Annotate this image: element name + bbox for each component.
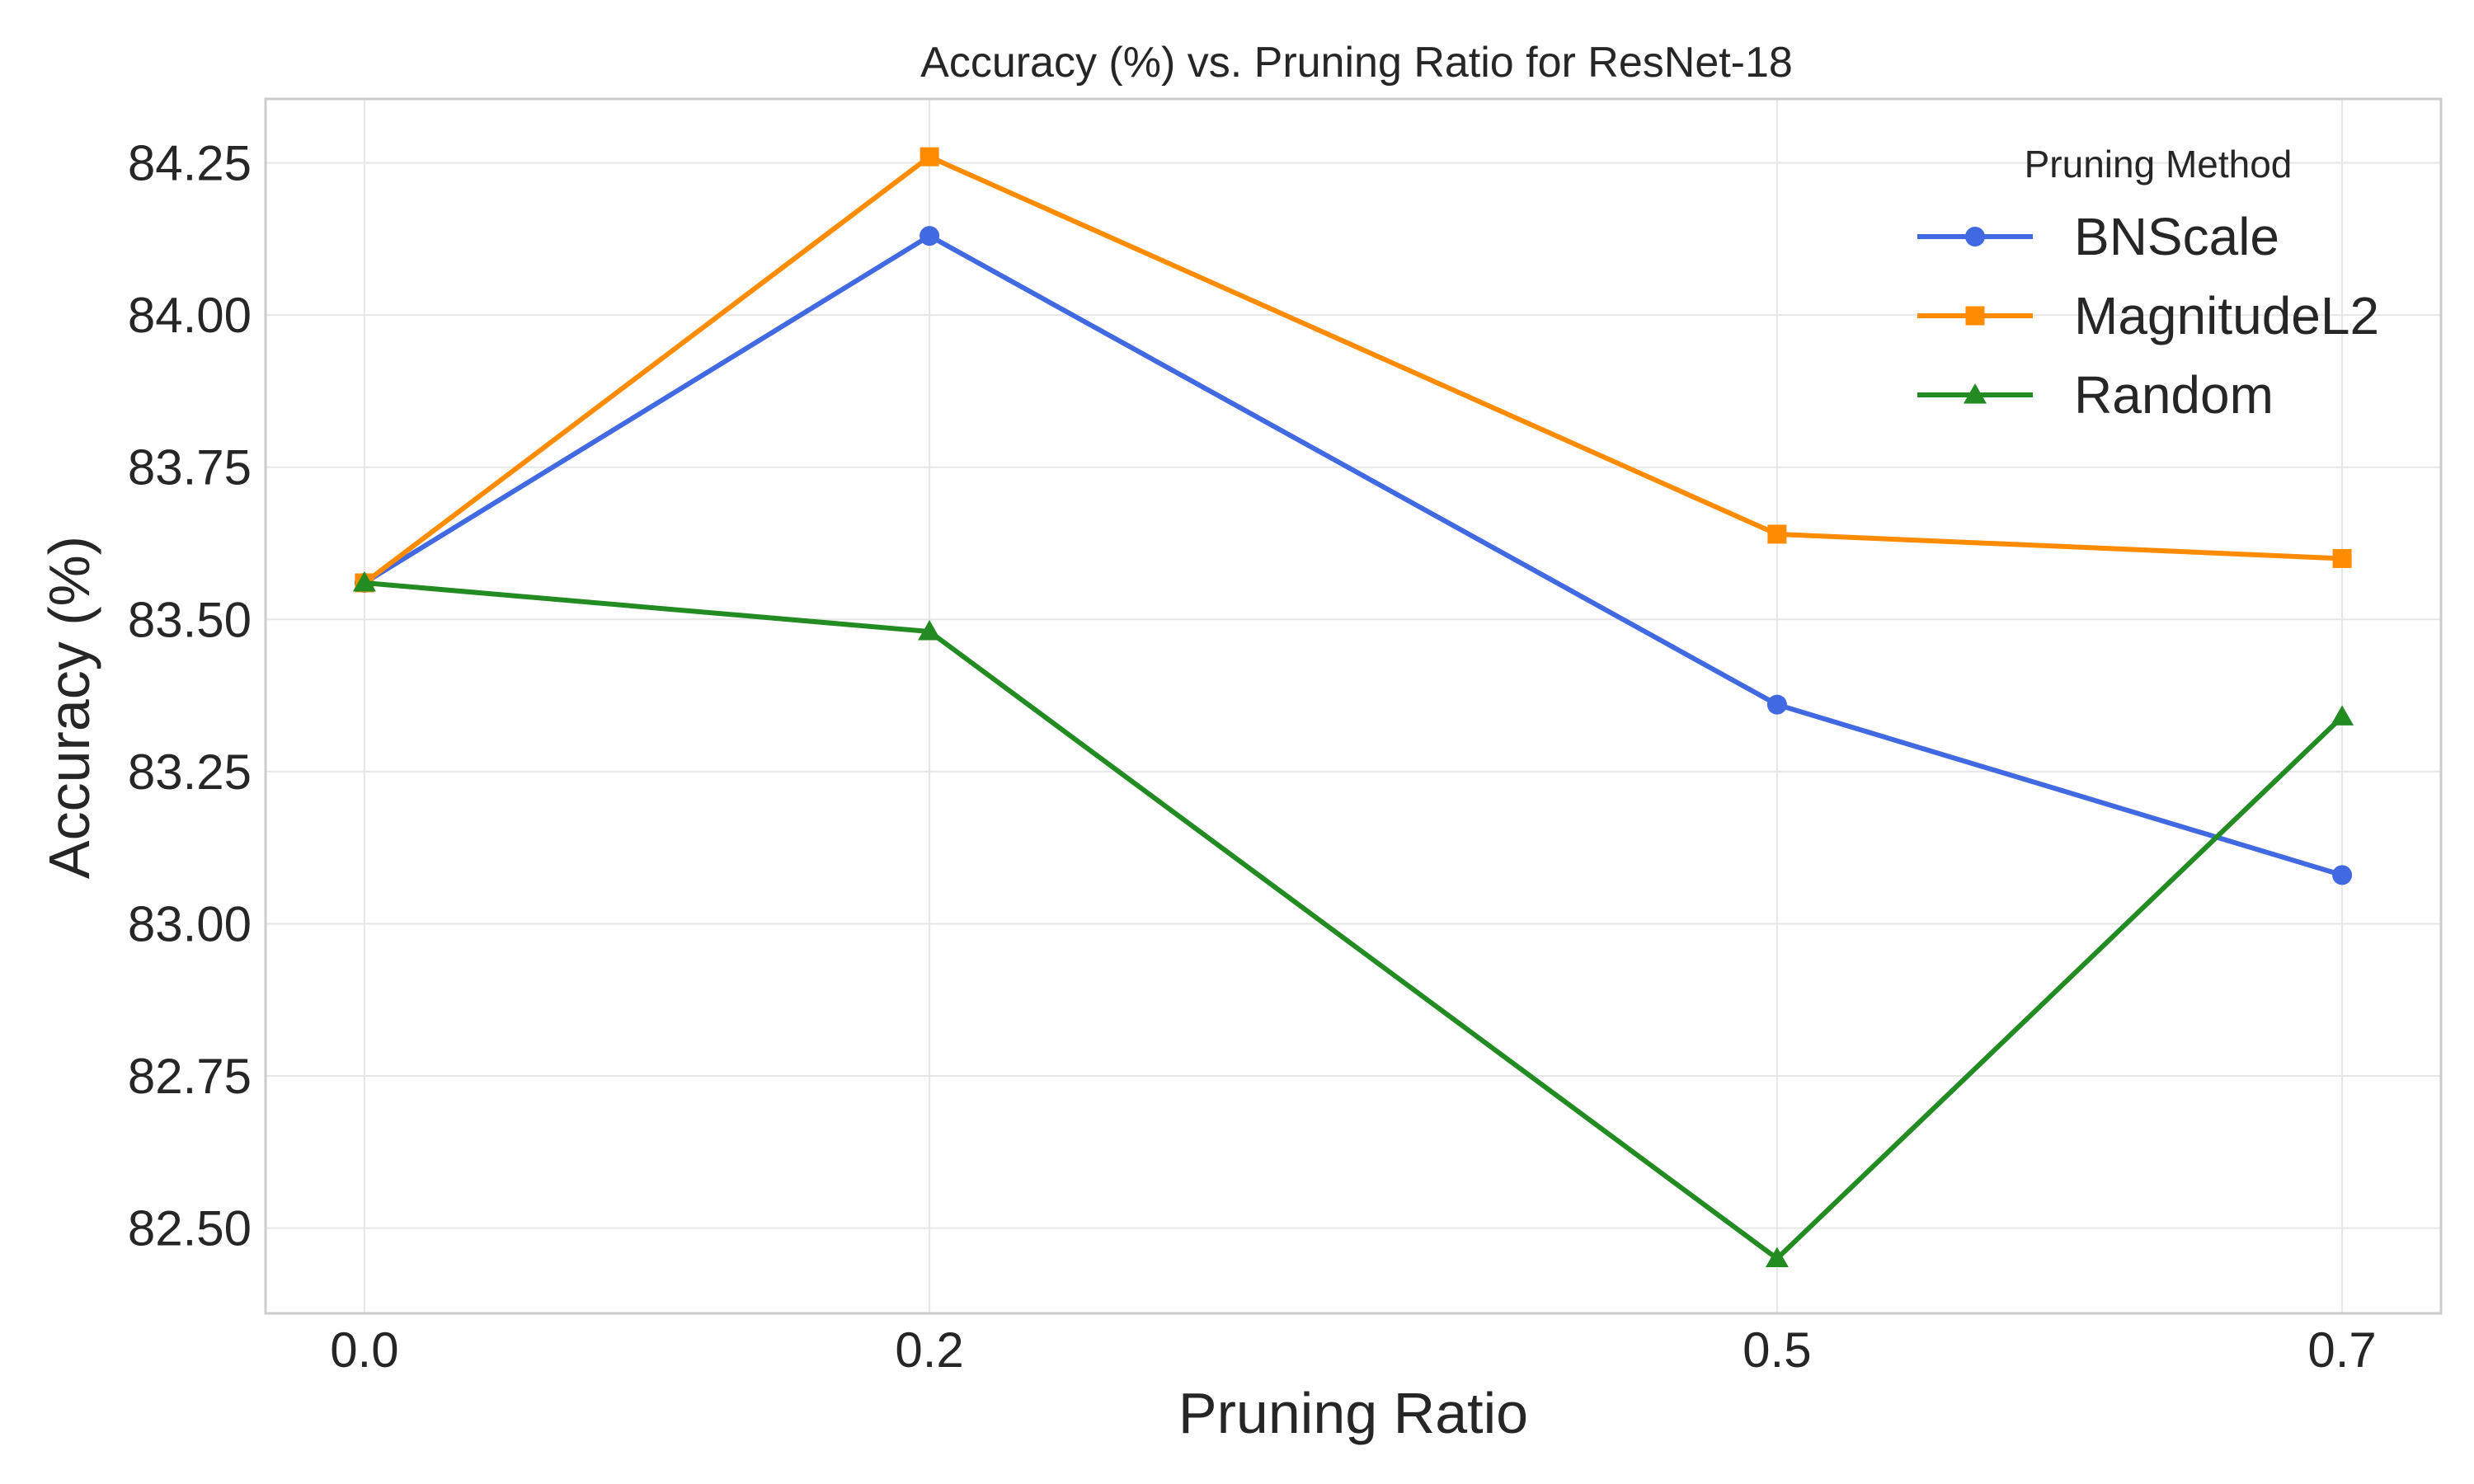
data-point-random — [1765, 1247, 1789, 1268]
data-point-magnitudel2 — [1767, 524, 1787, 544]
chart-title: Accuracy (%) vs. Pruning Ratio for ResNe… — [920, 39, 1793, 87]
data-point-bnscale — [2332, 865, 2353, 885]
data-point-bnscale — [1766, 694, 1787, 715]
data-point-random — [2331, 705, 2354, 726]
series-layer — [352, 147, 2354, 1268]
legend-label-magnitudel2: MagnitudeL2 — [2074, 286, 2379, 345]
series-line-magnitudel2 — [363, 154, 2343, 585]
legend-label-random: Random — [2074, 365, 2274, 425]
legend-entry-magnitudel2: MagnitudeL2 — [1917, 286, 2379, 345]
legend-title: Pruning Method — [2025, 143, 2293, 186]
legend-marker-magnitudel2 — [1965, 306, 1985, 326]
data-point-magnitudel2 — [2332, 548, 2352, 568]
y-tick-label: 84.25 — [128, 136, 252, 191]
series-line-bnscale — [363, 233, 2343, 878]
data-point-magnitudel2 — [920, 147, 939, 167]
data-point-bnscale — [920, 226, 940, 247]
legend-entry-random: Random — [1917, 365, 2274, 425]
data-point-random — [918, 620, 942, 641]
legend-label-bnscale: BNScale — [2074, 207, 2279, 266]
x-axis-label: Pruning Ratio — [1178, 1381, 1528, 1445]
y-axis-label: Accuracy (%) — [37, 536, 101, 879]
series-line-random — [364, 580, 2345, 1261]
x-tick-label: 0.5 — [1743, 1322, 1811, 1378]
y-tick-label: 83.25 — [128, 744, 252, 800]
legend-marker-bnscale — [1965, 227, 1985, 247]
y-tick-label: 84.00 — [128, 288, 252, 343]
x-tick-label: 0.2 — [895, 1322, 963, 1378]
x-axis-ticks: 0.0 0.2 0.5 0.7 — [330, 1322, 2377, 1378]
data-point-random — [352, 571, 376, 592]
y-tick-label: 82.50 — [128, 1201, 252, 1256]
legend-entry-bnscale: BNScale — [1917, 207, 2279, 266]
plot-frame — [264, 97, 2443, 1315]
series-random — [352, 571, 2354, 1268]
legend: Pruning Method BNScale MagnitudeL2 Random — [1917, 143, 2379, 425]
y-tick-label: 83.75 — [128, 440, 252, 495]
x-tick-label: 0.7 — [2307, 1322, 2376, 1378]
y-tick-label: 83.50 — [128, 592, 252, 647]
legend-marker-random — [1964, 383, 1987, 404]
y-tick-label: 82.75 — [128, 1049, 252, 1104]
x-tick-label: 0.0 — [330, 1322, 398, 1378]
y-axis-ticks: 82.50 82.75 83.00 83.25 83.50 83.75 84.00 84.25 — [128, 136, 252, 1256]
y-tick-label: 83.00 — [128, 896, 252, 951]
